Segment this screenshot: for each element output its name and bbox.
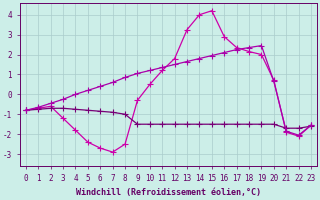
X-axis label: Windchill (Refroidissement éolien,°C): Windchill (Refroidissement éolien,°C): [76, 188, 261, 197]
